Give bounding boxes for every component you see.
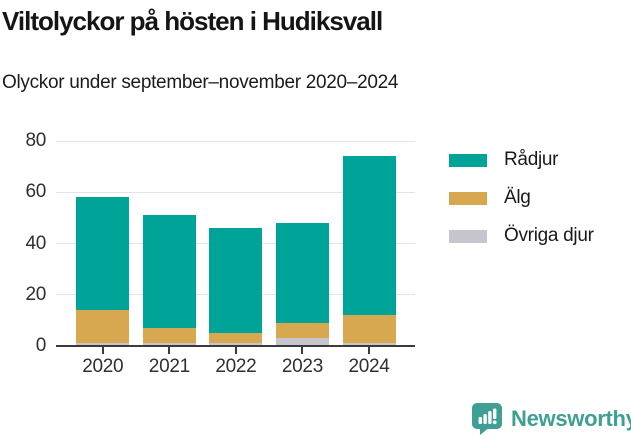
- bar-2024-övriga-djur: [342, 343, 396, 346]
- legend-item-övriga-djur: Övriga djur: [449, 225, 594, 247]
- legend-item-rådjur: Rådjur: [449, 149, 594, 171]
- x-tick-label-2020: 2020: [82, 356, 124, 377]
- bar-2022-rådjur: [209, 228, 263, 334]
- bar-2020-rådjur: [76, 197, 130, 311]
- x-tick-2020: [101, 347, 104, 354]
- bar-2023-rådjur: [275, 223, 329, 323]
- y-tick-label-0: 0: [35, 335, 47, 356]
- legend-label-övriga-djur: Övriga djur: [504, 225, 594, 246]
- gridline-80: [56, 140, 415, 142]
- x-tick-2021: [168, 347, 171, 354]
- bar-2022-övriga-djur: [209, 343, 263, 346]
- legend-swatch-övriga-djur: [449, 229, 487, 243]
- bar-2020-övriga-djur: [76, 343, 130, 346]
- brand-footer: Newsworthy: [471, 402, 631, 435]
- chart-title: Viltolyckor på hösten i Hudiksvall: [2, 6, 383, 36]
- chart-subtitle: Olyckor under september–november 2020–20…: [2, 72, 399, 93]
- newsworthy-logo-icon: [472, 403, 502, 435]
- x-axis-line: [56, 345, 415, 347]
- bar-2024-rådjur: [342, 156, 396, 316]
- bar-2021-övriga-djur: [142, 343, 196, 346]
- x-tick-label-2023: 2023: [281, 356, 323, 377]
- legend: Rådjur Älg Övriga djur: [449, 149, 594, 263]
- y-tick-label-60: 60: [25, 181, 46, 203]
- legend-swatch-rådjur: [449, 153, 487, 167]
- bar-2023-älg: [275, 322, 329, 339]
- x-tick-label-2024: 2024: [348, 356, 390, 377]
- bar-2021-älg: [142, 328, 196, 344]
- bar-2023-övriga-djur: [275, 338, 329, 346]
- bar-2024-älg: [342, 315, 396, 344]
- x-tick-label-2022: 2022: [215, 356, 257, 377]
- y-tick-label-80: 80: [25, 130, 46, 151]
- bar-2022-älg: [209, 333, 263, 344]
- brand-name: Newsworthy: [511, 405, 631, 431]
- y-tick-label-40: 40: [25, 232, 46, 254]
- x-tick-2024: [368, 347, 370, 354]
- bar-2021-rådjur: [142, 215, 196, 329]
- y-tick-label-20: 20: [25, 283, 46, 305]
- gridline-60: [56, 191, 415, 193]
- legend-swatch-älg: [449, 191, 487, 205]
- legend-label-rådjur: Rådjur: [504, 149, 559, 170]
- legend-label-älg: Älg: [504, 187, 531, 208]
- legend-item-älg: Älg: [449, 187, 594, 209]
- x-tick-2022: [234, 347, 237, 354]
- x-tick-2023: [301, 347, 304, 354]
- bar-2020-älg: [76, 310, 130, 344]
- x-tick-label-2021: 2021: [148, 356, 190, 377]
